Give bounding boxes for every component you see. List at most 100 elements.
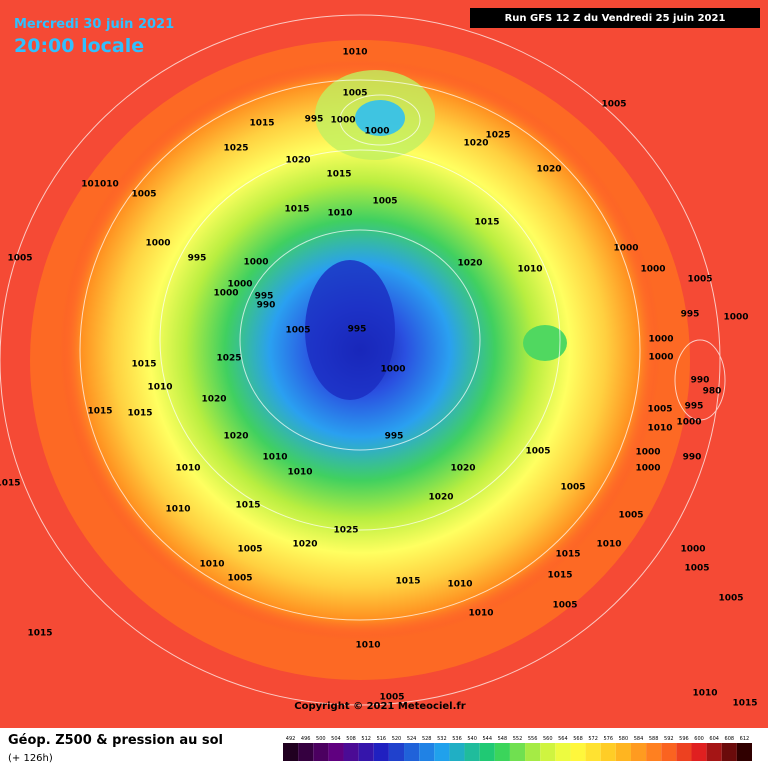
- isobar-label: 1000: [676, 418, 701, 428]
- isobar-label: 1010: [199, 560, 224, 570]
- legend-swatch: [464, 743, 480, 761]
- isobar-label: 1010: [147, 383, 172, 393]
- legend-label: 544: [482, 736, 492, 742]
- legend-label: 496: [301, 736, 311, 742]
- isobar-label: 1020: [292, 540, 317, 550]
- legend-label: 596: [679, 736, 689, 742]
- legend-label: 612: [740, 736, 750, 742]
- height-field: [305, 260, 395, 400]
- isobar-label: 1015: [235, 501, 260, 511]
- isobar-label: 1000: [648, 335, 673, 345]
- isobar-label: 1010: [517, 265, 542, 275]
- legend-swatch: [313, 743, 329, 761]
- isobar-label: 1015: [87, 407, 112, 417]
- isobar-label: 1000: [613, 244, 638, 254]
- isobar-label: 1005: [552, 601, 577, 611]
- legend-swatch: [419, 743, 435, 761]
- isobar-label: 1025: [333, 526, 358, 536]
- legend-label: 528: [422, 736, 432, 742]
- legend-swatch: [676, 743, 692, 761]
- legend-label: 548: [498, 736, 508, 742]
- legend-swatch: [479, 743, 495, 761]
- legend-label: 524: [407, 736, 417, 742]
- run-box: [470, 8, 760, 28]
- isobar-label: 1005: [131, 190, 156, 200]
- footer-title: Géop. Z500 & pression au sol: [8, 733, 223, 748]
- isobar-label: 995: [385, 432, 404, 442]
- isobar-label: 1005: [379, 693, 404, 703]
- isobar-label: 1015: [0, 479, 21, 489]
- isobar-label: 990: [691, 376, 710, 386]
- isobar-label: 1020: [428, 493, 453, 503]
- isobar-label: 1020: [201, 395, 226, 405]
- legend-swatch: [706, 743, 722, 761]
- isobar-label: 1015: [284, 205, 309, 215]
- isobars: [0, 14, 726, 706]
- isobar-label: 1015: [732, 699, 757, 709]
- isobar-label: 1000: [330, 116, 355, 126]
- isobar-label: 1005: [560, 483, 585, 493]
- isobar-label: 1005: [237, 545, 262, 555]
- isobar-label: 1025: [485, 131, 510, 141]
- legend-swatch: [570, 743, 586, 761]
- isobar-label: 995: [348, 325, 367, 335]
- legend-swatch: [449, 743, 465, 761]
- legend-label: 588: [649, 736, 659, 742]
- isobar-label: 995: [685, 402, 704, 412]
- isobar-label: 1005: [285, 326, 310, 336]
- isobar-label: 1010: [262, 453, 287, 463]
- isobar-label: 1010: [355, 641, 380, 651]
- isobar-label: 101010: [81, 180, 119, 190]
- isobar-label: 1010: [165, 505, 190, 515]
- date: Mercredi 30 juin 2021: [14, 17, 174, 32]
- legend-swatch: [540, 743, 556, 761]
- isobar-label: 995: [188, 254, 207, 264]
- isobar-label: 980: [703, 387, 722, 397]
- isobar-label: 1005: [718, 594, 743, 604]
- legend-label: 584: [634, 736, 644, 742]
- legend-swatch: [646, 743, 662, 761]
- legend-swatch: [328, 743, 344, 761]
- legend-label: 508: [346, 736, 356, 742]
- height-field: [355, 100, 405, 136]
- time: 20:00 locale: [14, 35, 144, 57]
- legend-swatch: [388, 743, 405, 761]
- isobar-label: 1000: [227, 280, 252, 290]
- legend-swatch: [298, 743, 314, 761]
- isobar-label: 1000: [364, 127, 389, 137]
- legend-swatch: [661, 743, 677, 761]
- legend-swatch: [358, 743, 374, 761]
- isobar-label: 990: [683, 453, 702, 463]
- isobar-label: 1020: [463, 139, 488, 149]
- footer-lead: (+ 126h): [8, 753, 53, 764]
- legend-swatch: [509, 743, 526, 761]
- isobar-label: 1000: [635, 448, 660, 458]
- isobar-label: 1005: [618, 511, 643, 521]
- isobar-label: 1010: [175, 464, 200, 474]
- legend-label: 540: [467, 736, 477, 742]
- isobar-label: 1005: [687, 275, 712, 285]
- isobar-label: 1020: [457, 259, 482, 269]
- isobar-label: 1010: [342, 48, 367, 58]
- isobar-label: 1025: [216, 354, 241, 364]
- legend-label: 560: [543, 736, 553, 742]
- isobar-label: 1020: [285, 156, 310, 166]
- copyright: Copyright © 2021 Meteociel.fr: [294, 701, 465, 712]
- legend-label: 504: [331, 736, 341, 742]
- legend-label: 520: [392, 736, 402, 742]
- isobar-label: 1015: [131, 360, 156, 370]
- legend-swatch: [615, 743, 631, 761]
- isobar-label: 995: [255, 292, 274, 302]
- isobar-label: 1005: [601, 100, 626, 110]
- legend-label: 536: [452, 736, 462, 742]
- isobar-label: 1015: [326, 170, 351, 180]
- legend-swatch: [555, 743, 571, 761]
- legend-swatch: [585, 743, 601, 761]
- legend-swatch: [721, 743, 737, 761]
- isobar-label: 1005: [647, 405, 672, 415]
- isobar-label: 1010: [327, 209, 352, 219]
- legend-label: 552: [513, 736, 523, 742]
- isobar-label: 1015: [474, 218, 499, 228]
- height-field: [523, 325, 567, 361]
